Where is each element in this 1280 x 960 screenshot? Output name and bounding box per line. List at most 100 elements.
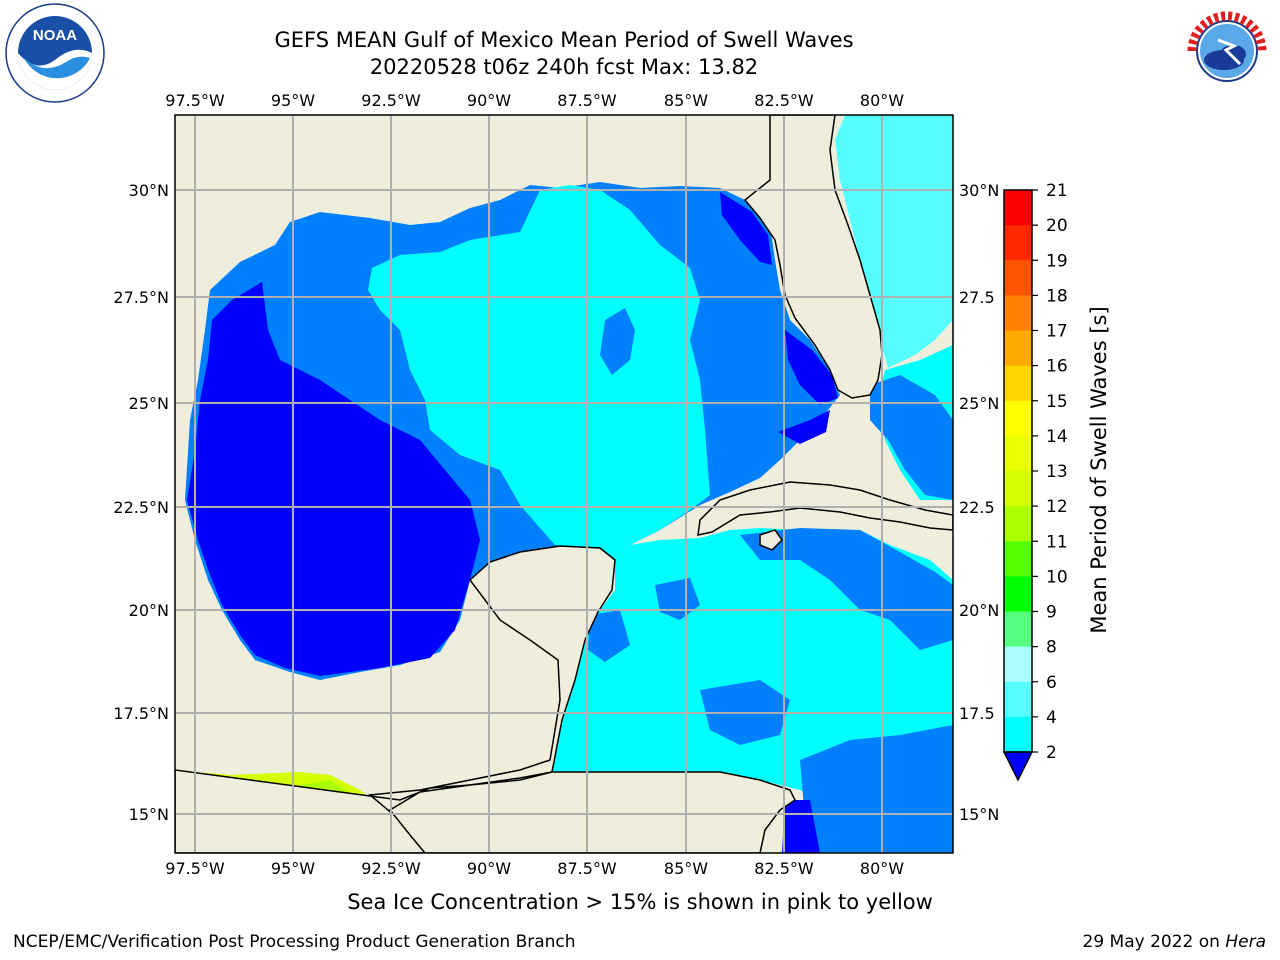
colorbar-tick-label: 8 xyxy=(1046,638,1057,658)
lat-ticks-right: 30°N 27.5 25°N 22.5 20°N 17.5 15°N xyxy=(959,181,999,824)
colorbar-segment xyxy=(1004,400,1032,437)
gulf-blue-patch-2 xyxy=(340,318,372,350)
lat-tick: 30°N xyxy=(959,181,999,200)
lat-tick: 27.5 xyxy=(959,288,995,307)
lon-ticks-bottom: 97.5°W 95°W 92.5°W 90°W 87.5°W 85°W 82.5… xyxy=(165,859,904,878)
yucatan-channel-deep xyxy=(778,410,830,444)
lat-tick: 25°N xyxy=(129,394,169,413)
atlantic-water xyxy=(835,115,953,368)
sea-ice-note: Sea Ice Concentration > 15% is shown in … xyxy=(0,890,1280,914)
colorbar-tick-label: 19 xyxy=(1046,251,1068,271)
cuba xyxy=(697,481,953,536)
central-america xyxy=(388,771,796,853)
colorbar-segment xyxy=(1004,190,1032,226)
eastern-gulf-deep xyxy=(720,192,772,265)
lat-tick: 20°N xyxy=(129,601,169,620)
noaa-logo: NOAA xyxy=(5,3,105,103)
lat-tick: 22.5°N xyxy=(113,498,169,517)
colorbar-extend-triangle xyxy=(1002,751,1034,782)
colorbar-tick-label: 14 xyxy=(1046,427,1068,447)
colorbar-tick-label: 16 xyxy=(1046,357,1068,377)
lat-tick: 22.5 xyxy=(959,498,995,517)
colorbar-tick-label: 13 xyxy=(1046,462,1068,482)
colorbar-segment xyxy=(1004,471,1032,507)
lon-tick: 97.5°W xyxy=(165,859,225,878)
florida xyxy=(743,115,883,399)
central-gulf-cyan xyxy=(368,185,710,548)
colorbar-tick-label: 15 xyxy=(1046,392,1068,412)
colorbar-segment xyxy=(1004,716,1032,753)
lon-tick: 85°W xyxy=(664,859,708,878)
colorbar-tick-label: 9 xyxy=(1046,603,1057,623)
lat-tick: 17.5 xyxy=(959,704,995,723)
lon-tick: 97.5°W xyxy=(165,91,225,110)
colorbar-tick-label: 4 xyxy=(1046,708,1057,728)
nws-logo xyxy=(1180,4,1274,98)
gridlines xyxy=(175,115,953,853)
colorbar-segment xyxy=(1004,576,1032,612)
caribbean-blue-patch-3 xyxy=(800,725,953,853)
colorbar-segment xyxy=(1004,506,1032,542)
caribbean-blue-patch-5 xyxy=(588,610,630,662)
lat-tick: 15°N xyxy=(959,805,999,824)
map-area xyxy=(175,115,953,853)
colorbar-segment xyxy=(1004,330,1032,367)
lat-tick: 20°N xyxy=(959,601,999,620)
colorbar-tick-label: 21 xyxy=(1046,181,1068,201)
lon-tick: 92.5°W xyxy=(361,859,421,878)
florida-shelf-deep xyxy=(785,330,838,405)
footer-credit: NCEP/EMC/Verification Post Processing Pr… xyxy=(13,932,576,952)
lon-tick: 95°W xyxy=(271,859,315,878)
chart-subtitle: 20220528 t06z 240h fcst Max: 13.82 xyxy=(369,55,759,79)
colorbar-segment xyxy=(1004,646,1032,683)
colorbar-segment xyxy=(1004,225,1032,261)
colorbar-tick-label: 10 xyxy=(1046,567,1068,587)
lon-ticks-top: 97.5°W 95°W 92.5°W 90°W 87.5°W 85°W 82.5… xyxy=(165,91,904,110)
lon-tick: 92.5°W xyxy=(361,91,421,110)
footer-machine: Hera xyxy=(1225,932,1266,952)
map-frame xyxy=(174,114,954,854)
footer-date: 29 May 2022 on Hera xyxy=(1083,932,1267,952)
caribbean-blue-patch-1 xyxy=(740,528,953,650)
lon-tick: 87.5°W xyxy=(557,859,617,878)
colorbar-tick-label: 6 xyxy=(1046,673,1057,693)
lat-tick: 15°N xyxy=(129,805,169,824)
lon-tick: 95°W xyxy=(271,91,315,110)
colorbar-tick-label: 2 xyxy=(1046,743,1057,763)
colorbar-segment xyxy=(1004,435,1032,472)
colorbar-tick-label: 11 xyxy=(1046,532,1068,552)
colorbar-segment xyxy=(1004,260,1032,296)
colorbar-segment xyxy=(1004,681,1032,718)
colorbar-tick-label: 17 xyxy=(1046,322,1068,342)
colorbar-segment xyxy=(1004,611,1032,648)
lat-ticks-left: 30°N 27.5°N 25°N 22.5°N 20°N 17.5°N 15°N xyxy=(113,181,169,824)
lon-tick: 80°W xyxy=(860,91,904,110)
lon-tick: 85°W xyxy=(664,91,708,110)
lon-tick: 90°W xyxy=(467,859,511,878)
colorbar-tick-label: 18 xyxy=(1046,286,1068,306)
chart-title: GEFS MEAN Gulf of Mexico Mean Period of … xyxy=(274,28,854,52)
colorbar-tick-label: 12 xyxy=(1046,497,1068,517)
colorbar: 21 20 19 18 17 16 15 14 13 12 11 10 9 8 6 4 2 xyxy=(1002,181,1068,782)
lon-tick: 82.5°W xyxy=(754,91,814,110)
lon-tick: 80°W xyxy=(860,859,904,878)
yucatan xyxy=(175,545,616,853)
lat-tick: 27.5°N xyxy=(113,288,169,307)
colorbar-tick-label: 20 xyxy=(1046,216,1068,236)
lat-tick: 30°N xyxy=(129,181,169,200)
lon-tick: 90°W xyxy=(467,91,511,110)
colorbar-segment xyxy=(1004,541,1032,577)
colorbar-label: Mean Period of Swell Waves [s] xyxy=(1087,306,1111,633)
colorbar-segment xyxy=(1004,295,1032,331)
colorbar-segment xyxy=(1004,365,1032,402)
lon-tick: 82.5°W xyxy=(754,859,814,878)
western-gulf-deep xyxy=(187,282,480,676)
lat-tick: 17.5°N xyxy=(113,704,169,723)
noaa-logo-text: NOAA xyxy=(33,27,77,44)
central-gulf-blue-patch xyxy=(600,308,635,375)
sea-ice-note-text: Sea Ice Concentration > 15% is shown in … xyxy=(347,890,933,914)
bahamas-blue xyxy=(870,375,953,500)
lon-tick: 87.5°W xyxy=(557,91,617,110)
